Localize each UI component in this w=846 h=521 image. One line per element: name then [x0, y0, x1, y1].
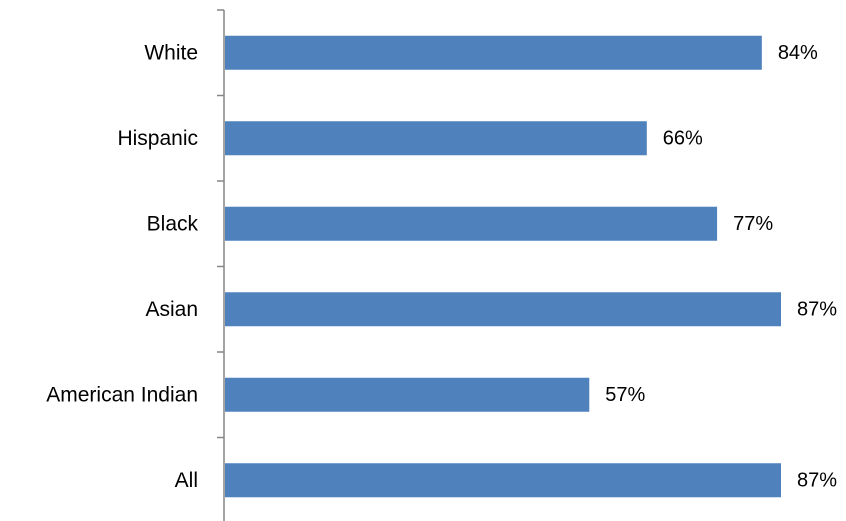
category-label: Hispanic: [117, 127, 198, 150]
bars-group: [225, 35, 781, 498]
category-label: White: [144, 41, 198, 64]
bar-american-indian: [225, 377, 590, 412]
bar-white: [225, 35, 762, 70]
category-label: Asian: [145, 298, 198, 321]
category-label: Black: [147, 212, 199, 235]
data-label: 66%: [663, 127, 703, 149]
category-axis: [217, 9, 225, 521]
labels-group: White 84% Hispanic 66% Black 77% Asian 87% Ameri…: [46, 41, 837, 492]
category-label: All: [175, 469, 198, 492]
bar-black: [225, 206, 718, 241]
bar-asian: [225, 292, 781, 327]
data-label: 77%: [733, 213, 773, 235]
category-label: American Indian: [46, 383, 198, 406]
bar-all: [225, 463, 781, 498]
bar-hispanic: [225, 121, 647, 156]
data-label: 87%: [797, 298, 837, 320]
data-label: 84%: [778, 42, 818, 64]
data-label: 87%: [797, 469, 837, 491]
data-label: 57%: [605, 384, 645, 406]
